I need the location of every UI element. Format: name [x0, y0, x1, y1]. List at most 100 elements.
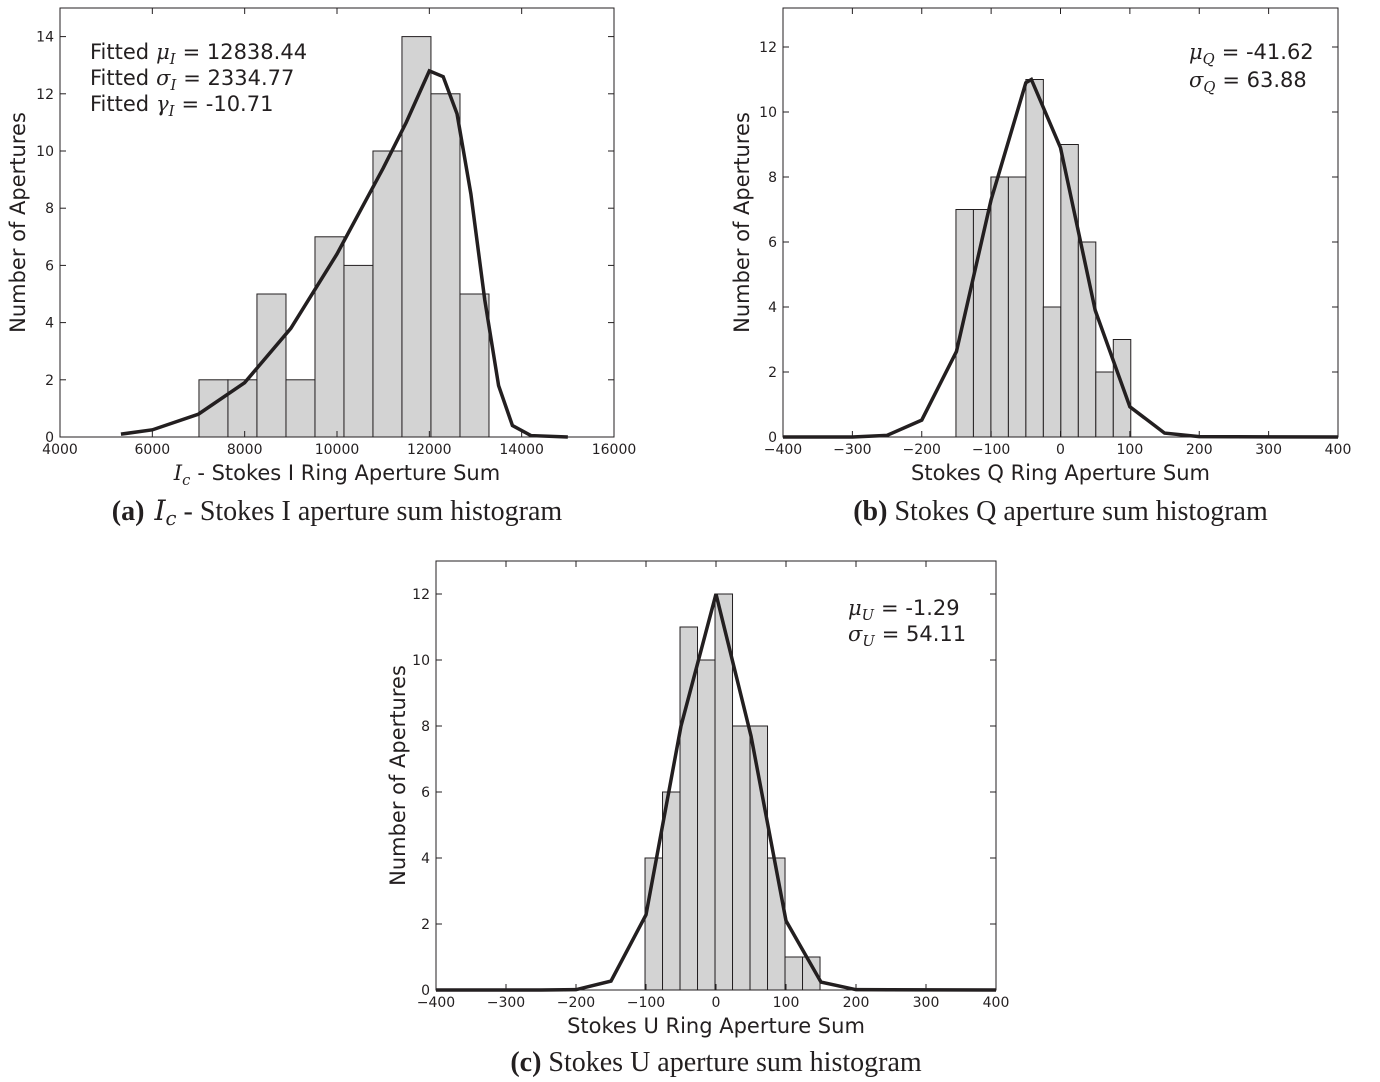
bar [227, 379, 258, 438]
text-part: Stokes Q aperture sum histogram [894, 496, 1267, 527]
text-part: γ [156, 92, 169, 116]
y-axis-label: Number of Apertures [6, 112, 30, 333]
annotation: μQ = -41.62 [1189, 40, 1314, 68]
x-tick-label: 400 [1325, 442, 1352, 458]
y-tick-label: 14 [36, 30, 54, 46]
bar [343, 264, 374, 438]
chart: −400 −300 −200 −100 0 100 200 300 400 0 2 4 6 8 10 12 Nu… [730, 7, 1352, 527]
x-tick-label: −400 [764, 442, 802, 458]
bar [1007, 176, 1027, 438]
x-tick-label: 8000 [227, 442, 263, 458]
x-tick-label: 14000 [499, 442, 544, 458]
text-part: = 54.11 [882, 622, 966, 646]
text-part: μ [848, 596, 862, 620]
annotation: Fitted γI = -10.71 [90, 92, 273, 120]
text-part: σ [1189, 68, 1204, 92]
y-tick-label: 6 [421, 785, 430, 801]
bar [1025, 79, 1044, 438]
text-part: Fitted [90, 92, 149, 116]
text-part: μ [156, 40, 170, 64]
x-tick-label: −300 [487, 995, 525, 1011]
y-tick-label: 10 [759, 105, 777, 121]
x-tick-label: 100 [1117, 442, 1144, 458]
text-part: (a) [112, 496, 145, 527]
y-tick-label: 8 [421, 719, 430, 735]
text-part: Stokes Q Ring Aperture Sum [911, 461, 1210, 485]
subscript: I [168, 103, 176, 120]
chart: 4000 6000 8000 10000 12000 14000 16000 0 2 4 6 8 10 1… [6, 7, 637, 530]
text-part: σ [848, 622, 863, 646]
caption: (b) Stokes Q aperture sum histogram [853, 496, 1268, 527]
chart: −400 −300 −200 −100 0 100 200 300 400 0 2 4 6 8 10 12 Nu… [386, 560, 1010, 1078]
y-tick-label: 6 [768, 235, 777, 251]
y-tick-label: 6 [45, 258, 54, 274]
annotation: Fitted μI = 12838.44 [90, 40, 307, 68]
bar [697, 659, 716, 991]
y-tick-label: 4 [421, 851, 430, 867]
x-tick-label: 10000 [315, 442, 360, 458]
subscript: I [169, 51, 177, 68]
subscript: c [182, 472, 190, 489]
y-axis-label: Number of Apertures [386, 665, 410, 886]
text-part: I [173, 461, 183, 485]
x-axis-label: Stokes U Ring Aperture Sum [567, 1014, 865, 1038]
text-part: = -1.29 [881, 596, 960, 620]
x-tick-label: 400 [983, 995, 1010, 1011]
y-tick-label: 10 [36, 144, 54, 160]
y-tick-label: 4 [768, 300, 777, 316]
annotation: σU = 54.11 [848, 622, 966, 650]
y-tick-label: 0 [421, 983, 430, 999]
y-tick-label: 4 [45, 316, 54, 332]
subscript: I [169, 77, 177, 94]
x-tick-label: 0 [712, 995, 721, 1011]
x-tick-label: −300 [833, 442, 871, 458]
text-part: - Stokes I Ring Aperture Sum [197, 461, 500, 485]
x-tick-label: 16000 [592, 442, 637, 458]
x-tick-label: 200 [1186, 442, 1213, 458]
y-tick-label: 8 [45, 201, 54, 217]
x-tick-label: −400 [417, 995, 455, 1011]
x-tick-label: 300 [913, 995, 940, 1011]
bar [285, 379, 316, 438]
fit-curve [783, 76, 1339, 439]
bar [256, 293, 287, 438]
x-tick-label: 200 [843, 995, 870, 1011]
text-part: I [153, 494, 166, 527]
text-part: σ [156, 66, 171, 90]
text-part: (b) [853, 496, 887, 527]
text-part: = 2334.77 [183, 66, 294, 90]
text-part: - Stokes I aperture sum histogram [184, 496, 563, 527]
y-axis-label: Number of Apertures [730, 112, 754, 333]
subscript: Q [1203, 51, 1215, 68]
text-part: (c) [510, 1047, 541, 1078]
x-tick-label: 300 [1255, 442, 1282, 458]
y-tick-label: 2 [421, 917, 430, 933]
subscript: U [862, 633, 875, 650]
x-tick-label: −100 [627, 995, 665, 1011]
y-tick-label: 12 [412, 587, 430, 603]
bar [314, 236, 345, 438]
x-tick-label: 6000 [135, 442, 171, 458]
bar [198, 379, 229, 438]
y-tick-label: 12 [759, 40, 777, 56]
y-tick-label: 0 [45, 430, 54, 446]
caption: (c) Stokes U aperture sum histogram [510, 1047, 922, 1078]
bar [372, 150, 403, 438]
bar [1042, 306, 1062, 438]
caption: (a) Ic - Stokes I aperture sum histogram [112, 494, 563, 530]
bar [459, 293, 490, 438]
y-tick-label: 2 [45, 373, 54, 389]
x-tick-label: 0 [1056, 442, 1065, 458]
x-tick-label: 12000 [407, 442, 452, 458]
bar [749, 725, 769, 991]
y-tick-label: 8 [768, 170, 777, 186]
annotation: Fitted σI = 2334.77 [90, 66, 294, 94]
bar [990, 176, 1009, 438]
y-tick-label: 12 [36, 87, 54, 103]
annotation: σQ = 63.88 [1189, 68, 1307, 96]
bar [430, 93, 461, 438]
bar [679, 626, 699, 991]
y-tick-label: 10 [412, 653, 430, 669]
text-part: Fitted [90, 40, 149, 64]
x-axis-label: Stokes Q Ring Aperture Sum [911, 461, 1210, 485]
